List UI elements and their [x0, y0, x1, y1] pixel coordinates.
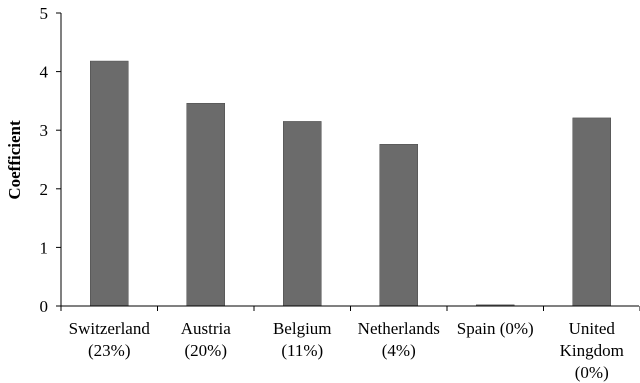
bar — [379, 144, 418, 307]
x-category-label-line: Belgium — [273, 319, 332, 338]
x-category-label: Spain (0%) — [457, 319, 534, 338]
y-axis-title-group: Coefficient — [5, 120, 24, 200]
x-category-label: United Kingdom (0%) — [560, 319, 624, 382]
x-category-label-line: Spain (0%) — [457, 319, 534, 338]
y-tick-label: 2 — [40, 180, 49, 199]
x-category-label: Switzerland (23%) — [69, 319, 151, 360]
x-category-label: Netherlands (4%) — [358, 319, 440, 360]
bar — [283, 121, 322, 307]
x-category-label-line: Netherlands — [358, 319, 440, 338]
x-category-label-line: (23%) — [88, 341, 130, 360]
bars — [90, 60, 611, 307]
y-axis-title: Coefficient — [5, 120, 24, 200]
y-tick-label: 1 — [40, 238, 49, 257]
y-tick-label: 5 — [40, 4, 49, 23]
axes — [60, 13, 639, 307]
x-axis-labels: Switzerland (23%) Austria (20%) Belgium (11%)… — [69, 319, 624, 382]
x-category-label-line: (11%) — [281, 341, 323, 360]
x-category-label-line: (0%) — [575, 363, 609, 382]
y-tick-label: 0 — [40, 297, 49, 316]
y-axis-ticks: 0 1 2 3 4 5 — [40, 4, 61, 316]
bar — [90, 60, 129, 307]
x-category-label-line: Austria — [181, 319, 232, 338]
x-category-label: Austria (20%) — [181, 319, 232, 360]
x-category-label-line: (20%) — [185, 341, 227, 360]
x-category-label-line: United — [569, 319, 616, 338]
x-axis-ticks — [60, 306, 640, 311]
x-category-label-line: (4%) — [382, 341, 416, 360]
y-tick-label: 3 — [40, 121, 49, 140]
x-category-label: Belgium (11%) — [273, 319, 332, 360]
x-category-label-line: Kingdom — [560, 341, 624, 360]
x-category-label-line: Switzerland — [69, 319, 151, 338]
bar — [186, 102, 225, 307]
bar — [572, 117, 611, 307]
y-tick-label: 4 — [40, 63, 49, 82]
